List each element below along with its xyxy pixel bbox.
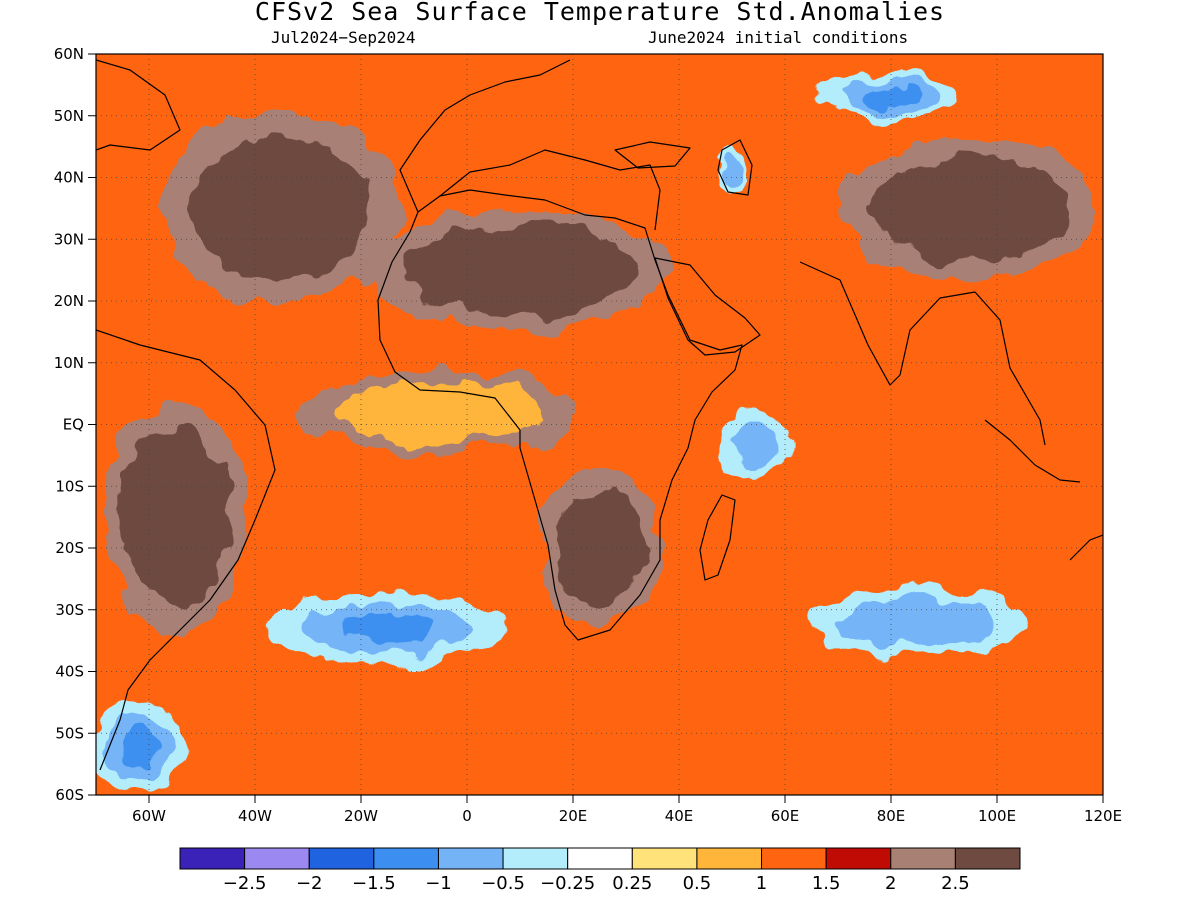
colorbar-label: −1.5 [352,873,396,894]
lat-tick-label: 50N [54,107,84,125]
colorbar-swatch [825,847,892,870]
lon-tick-label: 80E [877,807,906,825]
gulf-of-guinea-region [300,372,581,453]
coastlines [96,59,1103,771]
greenland-coast [96,59,181,151]
colorbar-label: −0.25 [540,873,595,894]
brazil-warm-region [105,397,246,638]
colorbar-label: 0.25 [612,873,652,894]
colorbar-swatch [761,847,827,870]
lon-tick-label: 60W [132,807,166,825]
indochina-coastline [974,291,1046,446]
lon-tick-label: 0 [462,807,472,825]
colorbar-label: −0.5 [481,873,525,894]
latitude-axis: 60N 50N 40N 30N 20N 10N EQ 10S 20S 30S 40S 50S 60S [54,45,96,804]
lat-tick-label: 40N [54,169,84,187]
colorbar-swatch [437,847,504,870]
colorbar-swatch [308,847,375,870]
longitude-axis: 60W 40W 20W 0 20E 40E 60E 80E 100E 120E [132,795,1122,825]
colorbar-label: 1.5 [812,873,841,894]
colorbar-label: −2.5 [223,873,267,894]
drake-passage-cold-region [96,700,189,791]
initial-conditions: June2024 initial conditions [648,28,909,47]
colorbar-swatch [567,847,633,870]
lat-tick-label: 60N [54,45,84,63]
australia-coast [1069,534,1103,561]
lon-tick-label: 100E [978,807,1016,825]
colorbar-swatch [502,847,569,870]
colorbar-swatch [179,847,246,870]
southern-africa-warm-region [539,468,660,628]
lat-tick-label: 40S [55,663,84,681]
map-title: CFSv2 Sea Surface Temperature Std.Anomal… [254,0,946,26]
north-atlantic-warm-region [161,113,402,304]
siberia-cold-region [821,72,961,123]
lat-tick-label: 50S [55,724,84,742]
lat-tick-label: EQ [63,416,84,434]
lat-tick-label: 10N [54,354,84,372]
arabia-coastline [654,257,761,356]
lat-tick-label: 20N [54,292,84,310]
lon-tick-label: 40E [665,807,694,825]
colorbar-swatch [954,847,1021,870]
black-sea [614,141,691,169]
africa-coastline [377,189,743,641]
colorbar-label: 2 [885,873,896,894]
india-coastline [799,261,976,386]
colorbar-label: −2 [296,873,323,894]
europe-coastline [399,59,571,213]
caspian-cold-region [717,140,747,191]
colorbar-label: 1 [756,873,767,894]
colorbar-swatch [244,847,310,870]
anomaly-blobs [96,72,1101,791]
sumatra-coastline [984,419,1081,483]
caspian-sea [717,139,753,196]
colorbar-label: 0.5 [683,873,712,894]
lon-tick-label: 120E [1084,807,1122,825]
lon-tick-label: 20E [559,807,588,825]
lat-tick-label: 20S [55,539,84,557]
lat-tick-label: 60S [55,786,84,804]
gridlines [96,54,1103,795]
colorbar-label: 2.5 [941,873,970,894]
colorbar-swatch [373,847,439,870]
colorbar: −2.5 −2 −1.5 −1 −0.5 −0.25 0.25 0.5 1 1.5 2 2.5 [179,847,1021,894]
mediterranean-coast [439,149,661,231]
lat-tick-label: 30N [54,230,84,248]
colorbar-swatch [890,847,956,870]
south-atlantic-cold-region [267,593,508,664]
western-indian-cold-region [718,408,789,479]
south-america-coastline [96,329,276,771]
shaded-field [96,54,1103,795]
lon-tick-label: 20W [344,807,378,825]
lon-tick-label: 40W [238,807,272,825]
sahara-warm-region [370,210,670,331]
valid-period: Jul2024−Sep2024 [271,28,416,47]
colorbar-swatch [696,847,763,870]
south-indian-cold-region [807,587,1028,658]
colorbar-label: −1 [425,873,452,894]
colorbar-swatch [631,847,698,870]
central-asia-warm-region [840,138,1101,279]
lat-tick-label: 10S [55,477,84,495]
lat-tick-label: 30S [55,601,84,619]
lon-tick-label: 60E [771,807,800,825]
madagascar-coastline [699,494,736,581]
